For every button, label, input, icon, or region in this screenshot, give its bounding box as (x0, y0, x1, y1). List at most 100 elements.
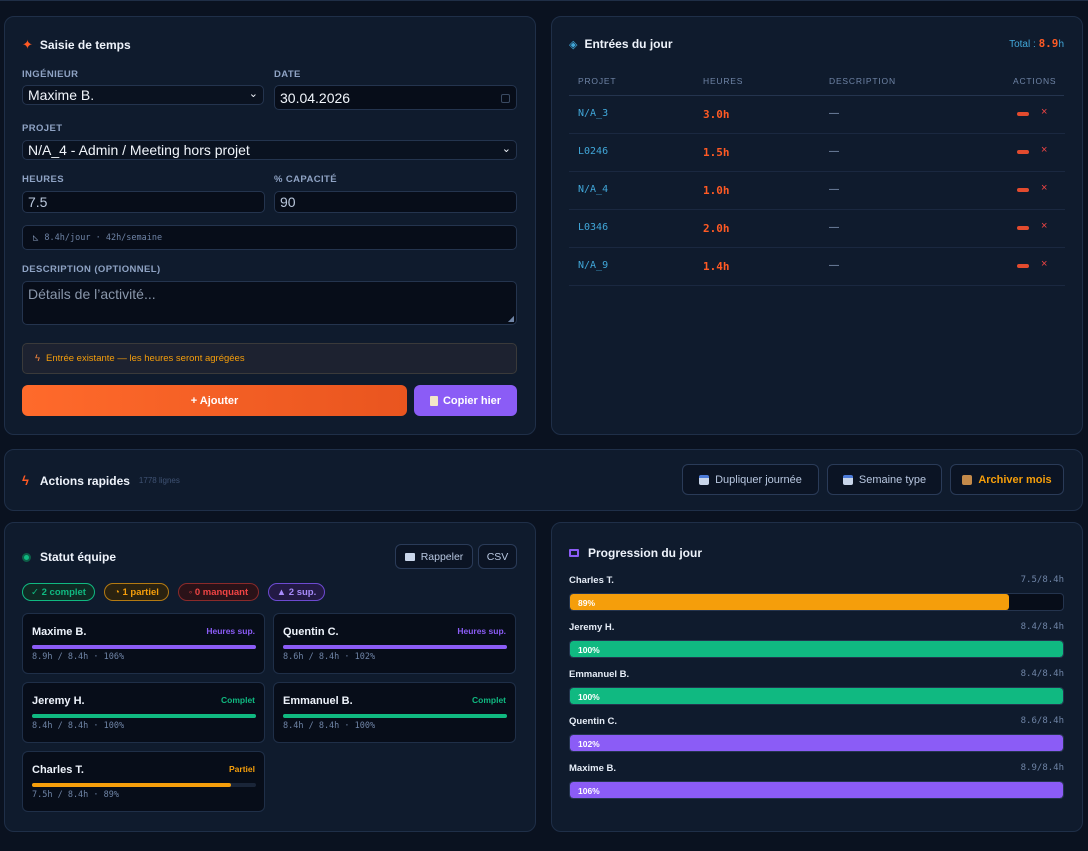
delete-icon[interactable]: × (1041, 220, 1048, 232)
project-select[interactable]: N/A_4 - Admin / Meeting hors projet ⌄ (22, 140, 517, 160)
calendar-icon[interactable] (501, 94, 510, 103)
progress-member-name: Quentin C. (569, 716, 618, 727)
entry-hours: 3.0h (703, 108, 730, 121)
progress-member-value: 8.9/8.4h (1020, 763, 1064, 773)
capacity-value: 90 (280, 194, 296, 210)
column-header-actions: ACTIONS (1013, 76, 1057, 86)
member-progress-fill (32, 714, 256, 718)
date-input[interactable]: 30.04.2026 (274, 85, 517, 110)
member-card[interactable]: Charles T. Partiel 7.5h / 8.4h · 89% (22, 751, 265, 812)
edit-icon[interactable] (1017, 112, 1029, 116)
typical-week-button[interactable]: Semaine type (827, 464, 942, 495)
progress-member-value: 8.4/8.4h (1020, 669, 1064, 679)
member-detail: 8.6h / 8.4h · 102% (283, 652, 376, 662)
project-value: N/A_4 - Admin / Meeting hors projet (28, 142, 250, 158)
member-detail: 8.9h / 8.4h · 106% (32, 652, 125, 662)
entry-hours: 1.4h (703, 260, 730, 273)
member-status: Heures sup. (206, 626, 255, 636)
ruler-icon: ◺ (33, 232, 39, 243)
time-entry-title: ✦ Saisie de temps (22, 37, 131, 52)
description-textarea[interactable]: Détails de l’activité... ◢ (22, 281, 517, 325)
project-label: PROJET (22, 123, 63, 134)
row-count: 1778 lignes (138, 476, 180, 485)
edit-icon[interactable] (1017, 188, 1029, 192)
lightning-icon: ϟ (22, 473, 29, 488)
engineer-select[interactable]: Maxime B. ⌄ (22, 85, 264, 105)
progress-bar-fill (570, 594, 1009, 610)
member-card[interactable]: Quentin C. Heures sup. 8.6h / 8.4h · 102% (273, 613, 516, 674)
chart-icon (569, 549, 579, 557)
lightning-icon: ϟ (35, 353, 41, 364)
member-card[interactable]: Maxime B. Heures sup. 8.9h / 8.4h · 106% (22, 613, 265, 674)
engineer-label: INGÉNIEUR (22, 69, 79, 80)
entry-project[interactable]: L0246 (578, 146, 609, 157)
member-name: Emmanuel B. (283, 695, 353, 707)
progress-member-name: Charles T. (569, 575, 614, 586)
member-name: Quentin C. (283, 626, 339, 638)
calendar-icon (842, 474, 853, 485)
capacity-input[interactable]: 90 (274, 191, 517, 213)
member-card[interactable]: Emmanuel B. Complet 8.4h / 8.4h · 100% (273, 682, 516, 743)
hours-input[interactable]: 7.5 (22, 191, 265, 213)
member-name: Charles T. (32, 764, 84, 776)
member-progress-bar (283, 645, 507, 649)
clipboard-icon (429, 395, 438, 406)
entry-project[interactable]: N/A_9 (578, 260, 609, 271)
entries-title: ◈ Entrées du jour (569, 37, 673, 51)
archive-month-button[interactable]: Archiver mois (950, 464, 1064, 495)
add-button[interactable]: + Ajouter (22, 385, 407, 416)
member-progress-bar (283, 714, 507, 718)
entries-total: Total : 8.9h (1009, 37, 1064, 50)
edit-icon[interactable] (1017, 150, 1029, 154)
progress-bar-fill (570, 641, 1063, 657)
edit-icon[interactable] (1017, 226, 1029, 230)
remind-button[interactable]: Rappeler (395, 544, 473, 569)
delete-icon[interactable]: × (1041, 144, 1048, 156)
duplicate-day-button[interactable]: Dupliquer journée (682, 464, 819, 495)
resize-handle-icon[interactable]: ◢ (507, 314, 514, 323)
date-value: 30.04.2026 (280, 89, 351, 106)
entry-project[interactable]: N/A_4 (578, 184, 609, 195)
progress-bar-fill (570, 782, 1063, 798)
diamond-icon: ◈ (569, 38, 578, 51)
delete-icon[interactable]: × (1041, 182, 1048, 194)
entry-description: — (829, 146, 839, 157)
existing-entry-warning: ϟ Entrée existante — les heures seront a… (22, 343, 517, 374)
progress-card (551, 522, 1083, 832)
progress-bar: 102% (569, 734, 1064, 752)
entry-description: — (829, 184, 839, 195)
calendar-icon (699, 474, 710, 485)
table-row: N/A_9 1.4h — × (569, 248, 1065, 286)
chevron-down-icon: ⌄ (501, 143, 511, 155)
delete-icon[interactable]: × (1041, 258, 1048, 270)
entry-description: — (829, 260, 839, 271)
complete-count-badge: ✓ 2 complet (22, 583, 95, 601)
table-header-divider (569, 95, 1064, 96)
engineer-value: Maxime B. (28, 87, 95, 103)
entry-project[interactable]: L0346 (578, 222, 609, 233)
chevron-down-icon: ⌄ (248, 88, 258, 100)
column-header-hours: HEURES (703, 76, 744, 86)
quick-actions-title: ϟ Actions rapides 1778 lignes (22, 473, 180, 488)
hours-value: 7.5 (28, 194, 48, 210)
member-detail: 8.4h / 8.4h · 100% (32, 721, 125, 731)
edit-icon[interactable] (1017, 264, 1029, 268)
remind-icon (404, 552, 415, 561)
missing-count-badge: ◦ 0 manquant (178, 583, 259, 601)
progress-bar-fill (570, 735, 1063, 751)
team-status-title: Statut équipe (22, 550, 116, 564)
member-status: Partiel (229, 764, 255, 774)
top-divider (0, 0, 1088, 1)
copy-yesterday-button[interactable]: Copier hier (414, 385, 517, 416)
delete-icon[interactable]: × (1041, 106, 1048, 118)
member-card[interactable]: Jeremy H. Complet 8.4h / 8.4h · 100% (22, 682, 265, 743)
progress-bar: 106% (569, 781, 1064, 799)
capacity-hint: ◺ 8.4h/jour · 42h/semaine (22, 225, 517, 250)
entry-hours: 2.0h (703, 222, 730, 235)
csv-export-button[interactable]: CSV (478, 544, 517, 569)
date-label: DATE (274, 69, 301, 80)
member-name: Maxime B. (32, 626, 87, 638)
column-header-project: PROJET (578, 76, 617, 86)
member-status: Heures sup. (457, 626, 506, 636)
entry-project[interactable]: N/A_3 (578, 108, 609, 119)
